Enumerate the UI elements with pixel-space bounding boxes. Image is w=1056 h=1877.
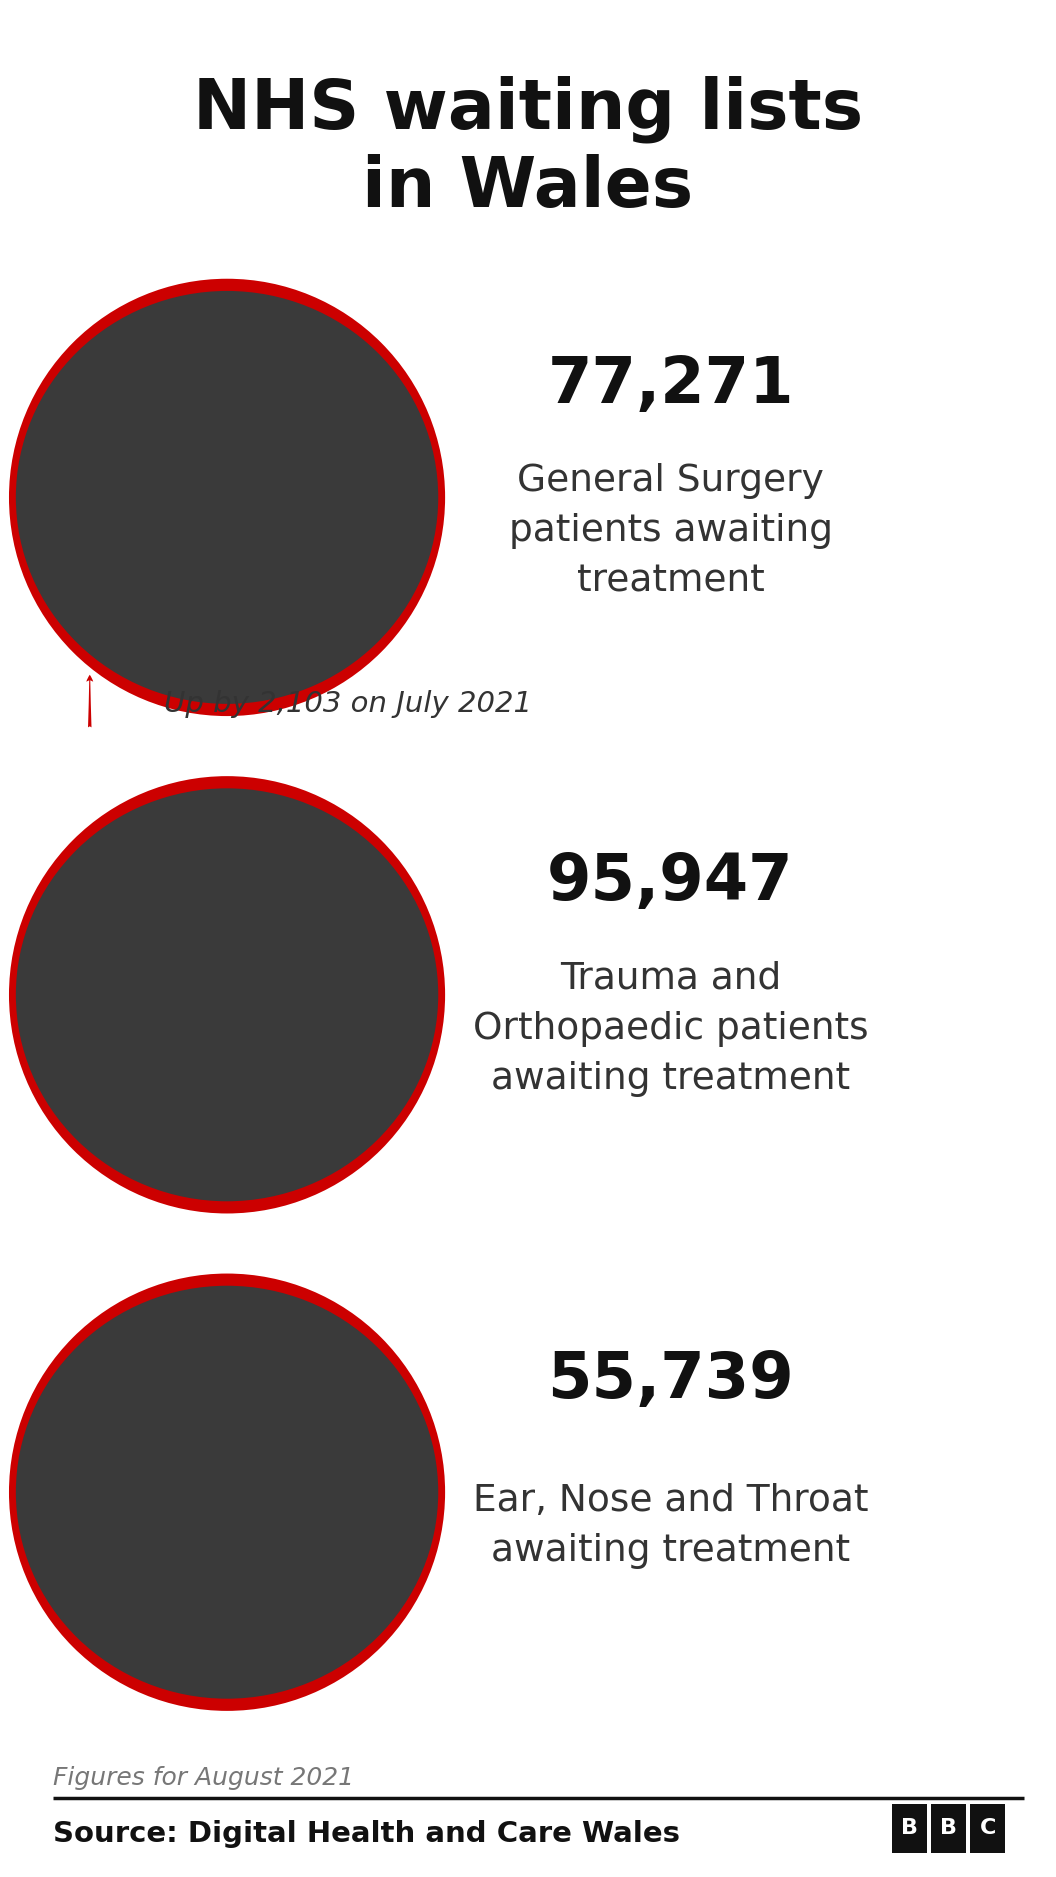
Text: Figures for August 2021: Figures for August 2021 bbox=[53, 1766, 354, 1789]
Text: Up by 2,103 on July 2021: Up by 2,103 on July 2021 bbox=[164, 691, 531, 717]
Text: Ear, Nose and Throat
awaiting treatment: Ear, Nose and Throat awaiting treatment bbox=[473, 1483, 868, 1569]
Text: 55,739: 55,739 bbox=[547, 1348, 794, 1412]
Text: NHS waiting lists: NHS waiting lists bbox=[193, 75, 863, 143]
Text: in Wales: in Wales bbox=[362, 154, 694, 221]
Ellipse shape bbox=[8, 777, 446, 1214]
Ellipse shape bbox=[16, 291, 438, 704]
Ellipse shape bbox=[8, 280, 446, 715]
Text: General Surgery
patients awaiting
treatment: General Surgery patients awaiting treatm… bbox=[509, 464, 832, 599]
Text: 77,271: 77,271 bbox=[547, 353, 794, 417]
Text: 95,947: 95,947 bbox=[547, 850, 794, 914]
Text: B: B bbox=[901, 1819, 919, 1838]
Ellipse shape bbox=[8, 1273, 446, 1712]
FancyBboxPatch shape bbox=[892, 1804, 927, 1853]
Text: Trauma and
Orthopaedic patients
awaiting treatment: Trauma and Orthopaedic patients awaiting… bbox=[473, 961, 868, 1096]
FancyBboxPatch shape bbox=[970, 1804, 1005, 1853]
Text: B: B bbox=[940, 1819, 958, 1838]
FancyBboxPatch shape bbox=[931, 1804, 966, 1853]
Ellipse shape bbox=[16, 1286, 438, 1699]
Text: Source: Digital Health and Care Wales: Source: Digital Health and Care Wales bbox=[53, 1821, 680, 1847]
Text: C: C bbox=[980, 1819, 996, 1838]
Ellipse shape bbox=[16, 788, 438, 1201]
